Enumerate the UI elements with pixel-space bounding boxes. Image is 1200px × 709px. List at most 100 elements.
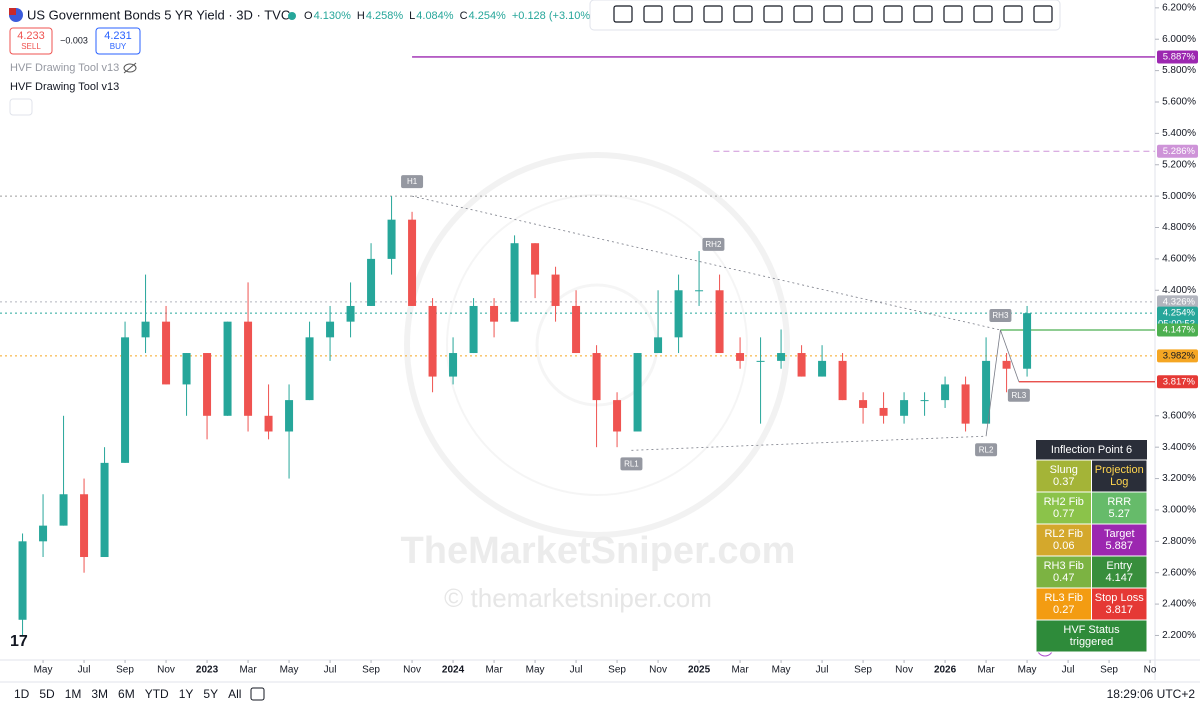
table-cell <box>1091 555 1148 589</box>
market-status <box>288 12 296 20</box>
pivot-marker <box>702 237 725 251</box>
cell-value: triggered <box>1070 636 1113 648</box>
cell-value: 3.817 <box>1105 604 1133 616</box>
tool-icon[interactable] <box>643 5 663 23</box>
ohlc-value: 4.084% <box>416 10 454 22</box>
drawing-toolbar <box>589 0 1061 31</box>
range-button[interactable]: 1D <box>14 687 30 701</box>
x-tick-label: Nov <box>157 665 175 676</box>
range-button[interactable]: 5Y <box>203 687 218 701</box>
indicator-name[interactable]: HVF Drawing Tool v13 <box>10 62 119 74</box>
table-title: Inflection Point 6 <box>1051 444 1132 456</box>
candle-body <box>531 243 540 275</box>
tool-icon[interactable] <box>793 5 813 23</box>
x-tick-label: May <box>280 665 299 676</box>
candle-body <box>695 290 704 292</box>
candle-body <box>510 243 519 322</box>
ohlc-key: O <box>304 10 313 22</box>
tool-icon[interactable] <box>673 5 693 23</box>
pivot-marker <box>401 175 424 189</box>
pivot-marker <box>1007 388 1030 402</box>
ohlc-value: 4.258% <box>366 10 404 22</box>
pivot-label: RL2 <box>979 445 994 454</box>
tool-icon[interactable] <box>733 5 753 23</box>
candle-body <box>797 353 806 377</box>
range-button[interactable]: YTD <box>145 687 169 701</box>
ohlc-key: L <box>409 10 415 22</box>
candle-body <box>326 321 335 338</box>
tool-icon[interactable] <box>913 5 933 23</box>
candle-body <box>633 353 642 432</box>
watermark-ring <box>404 152 790 538</box>
x-tick-label: Nov <box>895 665 913 676</box>
range-button[interactable]: 1M <box>65 687 82 701</box>
cell-value: 4.147 <box>1105 572 1133 584</box>
tool-icon[interactable] <box>1003 5 1023 23</box>
candle-body <box>100 462 109 558</box>
candle-body <box>490 305 499 322</box>
tool-icon[interactable] <box>853 5 873 23</box>
cell-label: RL3 Fib <box>1044 592 1083 604</box>
y-tick-label: 6.000% <box>1162 34 1196 45</box>
y-tick-label: 6.200% <box>1162 2 1196 13</box>
sell-button[interactable] <box>9 27 53 55</box>
pivot-marker <box>989 308 1012 322</box>
tool-icon[interactable] <box>1033 5 1053 23</box>
candle-body <box>859 400 868 408</box>
pivot-label: RH2 <box>705 240 722 249</box>
candle-body <box>203 353 212 416</box>
tool-icon[interactable] <box>613 5 633 23</box>
indicator-name[interactable]: HVF Drawing Tool v13 <box>10 81 119 93</box>
candle-body <box>1023 313 1032 369</box>
cell-label: RH2 Fib <box>1044 496 1084 508</box>
candle-body <box>572 305 581 354</box>
y-tick-label: 3.600% <box>1162 410 1196 421</box>
y-tick-label: 4.600% <box>1162 254 1196 265</box>
cell-value: Log <box>1110 476 1128 488</box>
candle-body <box>18 541 27 620</box>
sell-label: SELL <box>21 42 41 51</box>
candle-body <box>1002 360 1011 369</box>
tool-icon[interactable] <box>883 5 903 23</box>
visibility-icon[interactable] <box>123 63 137 73</box>
tool-icon[interactable] <box>973 5 993 23</box>
candle-body <box>715 290 724 354</box>
watermark-ring <box>446 194 748 496</box>
ohlc-value: 4.254% <box>469 10 507 22</box>
range-button[interactable]: 6M <box>118 687 135 701</box>
range-button[interactable]: 1Y <box>179 687 194 701</box>
table-cell <box>1035 491 1092 525</box>
level-price-text: 4.147% <box>1163 324 1196 335</box>
x-tick-label: 2024 <box>442 665 465 676</box>
candle-body <box>982 360 991 424</box>
y-tick-label: 4.800% <box>1162 222 1196 233</box>
tool-icon[interactable] <box>823 5 843 23</box>
tool-icon[interactable] <box>763 5 783 23</box>
range-button[interactable]: 5D <box>39 687 55 701</box>
buy-button[interactable] <box>95 27 141 55</box>
level-price-label <box>1157 375 1198 389</box>
candle-body <box>305 337 314 401</box>
candle-body <box>59 494 68 526</box>
x-tick-label: Sep <box>854 665 872 676</box>
calendar-icon[interactable] <box>250 687 265 701</box>
x-tick-label: Jul <box>570 665 583 676</box>
x-tick-label: Mar <box>239 665 257 676</box>
x-tick-label: Sep <box>362 665 380 676</box>
candle-body <box>244 321 253 416</box>
level-price-text: 4.254% <box>1163 308 1196 319</box>
table-header <box>1036 440 1147 460</box>
range-button[interactable]: 3M <box>91 687 108 701</box>
symbol-title[interactable]: US Government Bonds 5 YR Yield · 3D · TV… <box>27 7 290 22</box>
tool-icon[interactable] <box>703 5 723 23</box>
x-tick-label: Mar <box>977 665 995 676</box>
candle-body <box>121 337 130 463</box>
tool-icon[interactable] <box>943 5 963 23</box>
candle-body <box>80 494 89 558</box>
range-button[interactable]: All <box>228 687 241 701</box>
level-price-label <box>1157 323 1198 337</box>
candle-body <box>777 353 786 361</box>
candle-body <box>469 305 478 354</box>
collapse-button[interactable] <box>9 98 33 116</box>
